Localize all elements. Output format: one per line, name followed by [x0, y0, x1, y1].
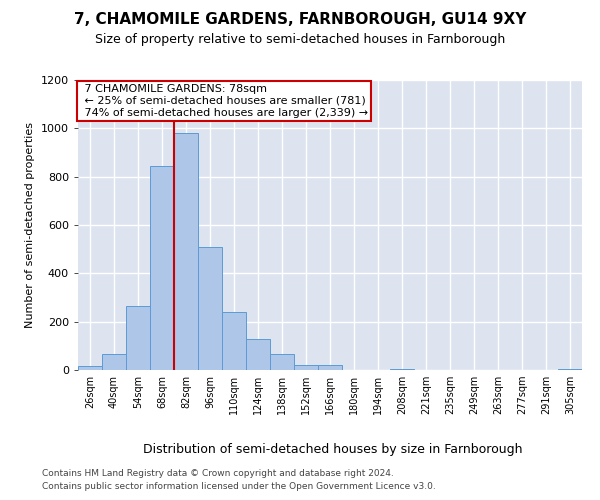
Bar	[174, 133, 198, 370]
Y-axis label: Number of semi-detached properties: Number of semi-detached properties	[25, 122, 35, 328]
Text: Contains HM Land Registry data © Crown copyright and database right 2024.: Contains HM Land Registry data © Crown c…	[42, 468, 394, 477]
Bar	[246, 338, 270, 370]
Text: Contains public sector information licensed under the Open Government Licence v3: Contains public sector information licen…	[42, 482, 436, 491]
Text: Distribution of semi-detached houses by size in Farnborough: Distribution of semi-detached houses by …	[143, 442, 523, 456]
Text: 7 CHAMOMILE GARDENS: 78sqm
 ← 25% of semi-detached houses are smaller (781)
 74%: 7 CHAMOMILE GARDENS: 78sqm ← 25% of semi…	[80, 84, 368, 117]
Bar	[318, 365, 342, 370]
Bar	[558, 369, 582, 370]
Bar	[150, 166, 174, 370]
Bar	[222, 312, 246, 370]
Bar	[270, 354, 294, 370]
Bar	[294, 365, 318, 370]
Bar	[198, 246, 222, 370]
Bar	[390, 369, 414, 370]
Bar	[102, 354, 126, 370]
Text: Size of property relative to semi-detached houses in Farnborough: Size of property relative to semi-detach…	[95, 32, 505, 46]
Text: 7, CHAMOMILE GARDENS, FARNBOROUGH, GU14 9XY: 7, CHAMOMILE GARDENS, FARNBOROUGH, GU14 …	[74, 12, 526, 28]
Bar	[126, 306, 150, 370]
Bar	[78, 366, 102, 370]
